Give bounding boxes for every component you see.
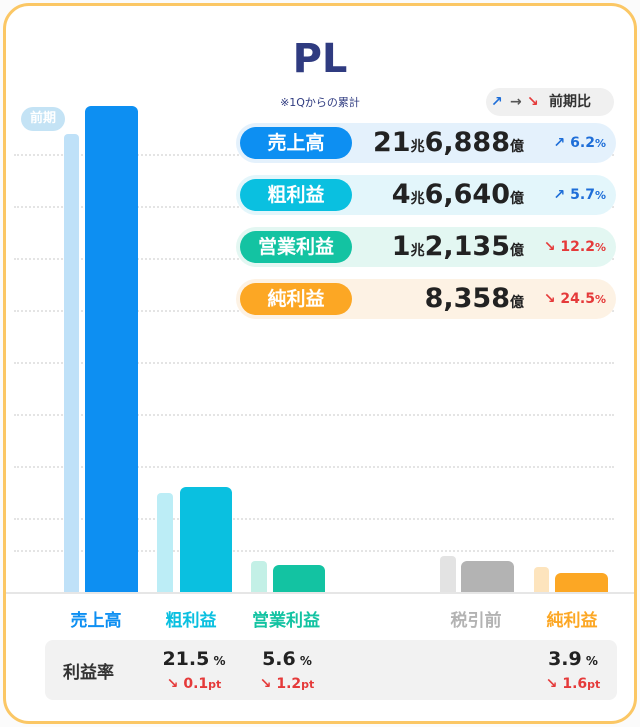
bar-prev-operating — [251, 561, 267, 592]
chart-subtitle: ※1Qからの累計 — [280, 96, 360, 109]
legend-label: 前期比 — [549, 94, 591, 110]
previous-period-badge: 前期 — [21, 107, 65, 131]
value-number: 4 — [391, 179, 411, 210]
value-number: 2,135 — [424, 231, 510, 262]
grid-line — [14, 362, 614, 364]
change-value: 12.2 — [560, 239, 595, 255]
change-unit: % — [594, 241, 606, 254]
yoy-change: ↘ 24.5% — [544, 279, 606, 320]
value-unit: 億 — [510, 191, 524, 207]
change-unit: pt — [587, 678, 601, 691]
bar-prev-gross — [157, 493, 173, 592]
bar-prev-sales — [64, 133, 79, 592]
arrow-right-icon: → — [510, 94, 522, 110]
trend-down-icon: ↘ — [166, 676, 184, 692]
value-number: 8,358 — [424, 283, 510, 314]
margin-change: ↘ 0.1pt — [149, 676, 239, 692]
metric-value: 4兆6,640億 — [392, 175, 524, 215]
summary-row-net: 純利益 8,358億 ↘ 24.5% — [236, 279, 616, 319]
margin-unit: % — [209, 654, 226, 668]
pl-card: PL ※1Qからの累計 前期 ↗ → ↘ 前期比 売上高 21兆6,888億 ↗ 6… — [3, 3, 637, 724]
summary-row-gross: 粗利益 4兆6,640億 ↗ 5.7% — [236, 175, 616, 215]
category-label: 税引前 — [450, 611, 502, 631]
margin-unit: % — [581, 654, 598, 668]
change-unit: pt — [208, 678, 222, 691]
margin-value: 21.5 % — [149, 648, 239, 670]
metric-label: 純利益 — [240, 283, 352, 315]
value-unit: 億 — [510, 243, 524, 259]
margin-number: 3.9 — [548, 648, 582, 670]
change-value: 6.2 — [570, 135, 595, 151]
metric-label: 粗利益 — [240, 179, 352, 211]
metric-value: 8,358億 — [425, 279, 524, 319]
yoy-change: ↗ 6.2% — [554, 123, 606, 164]
bar-current-pretax — [461, 560, 514, 592]
legend: ↗ → ↘ 前期比 — [486, 88, 614, 116]
value-unit: 兆 — [410, 243, 425, 259]
metric-value: 21兆6,888億 — [373, 123, 524, 163]
category-label: 純利益 — [546, 611, 598, 631]
metric-label: 営業利益 — [240, 231, 352, 263]
bar-current-sales — [85, 106, 138, 592]
margin-change: ↘ 1.6pt — [528, 676, 618, 692]
margin-value: 5.6 % — [242, 648, 332, 670]
change-unit: % — [594, 137, 606, 150]
bar-current-operating — [273, 564, 325, 592]
value-number: 21 — [373, 127, 411, 158]
value-number: 6,640 — [424, 179, 510, 210]
metric-label: 売上高 — [240, 127, 352, 159]
value-unit: 兆 — [410, 139, 425, 155]
bar-prev-net — [534, 567, 549, 592]
margin-change: ↘ 1.2pt — [242, 676, 332, 692]
bar-current-gross — [180, 487, 232, 592]
grid-line — [14, 466, 614, 468]
change-value: 1.2 — [276, 676, 302, 692]
change-value: 24.5 — [560, 291, 595, 307]
grid-line — [14, 550, 614, 552]
change-unit: % — [594, 293, 606, 306]
grid-line — [14, 518, 614, 520]
trend-down-icon: ↘ — [543, 239, 561, 255]
change-value: 5.7 — [570, 187, 595, 203]
trend-up-icon: ↗ — [491, 94, 503, 110]
value-unit: 億 — [510, 139, 524, 155]
margin-unit: % — [295, 654, 312, 668]
yoy-change: ↗ 5.7% — [554, 175, 606, 216]
category-label: 営業利益 — [252, 611, 320, 631]
grid-line — [14, 414, 614, 416]
profit-margin-label: 利益率 — [63, 663, 114, 683]
trend-down-icon: ↘ — [543, 291, 561, 307]
category-label: 粗利益 — [165, 611, 217, 631]
trend-up-icon: ↗ — [553, 187, 571, 203]
value-unit: 億 — [510, 295, 524, 311]
axis-baseline — [6, 592, 634, 594]
trend-down-icon: ↘ — [545, 676, 563, 692]
margin-number: 21.5 — [162, 648, 210, 670]
summary-row-operating: 営業利益 1兆2,135億 ↘ 12.2% — [236, 227, 616, 267]
profit-margin-box: 利益率 21.5 % ↘ 0.1pt 5.6 % ↘ 1.2pt 3.9 % ↘ 1.6p… — [45, 640, 617, 700]
category-label: 売上高 — [70, 611, 122, 631]
value-number: 6,888 — [424, 127, 510, 158]
trend-up-icon: ↗ — [553, 135, 571, 151]
margin-value: 3.9 % — [528, 648, 618, 670]
trend-down-icon: ↘ — [527, 94, 539, 110]
change-value: 0.1 — [183, 676, 209, 692]
margin-number: 5.6 — [262, 648, 296, 670]
bar-current-net — [555, 573, 608, 592]
change-value: 1.6 — [562, 676, 588, 692]
chart-title: PL — [292, 36, 348, 82]
change-unit: % — [594, 189, 606, 202]
yoy-change: ↘ 12.2% — [544, 227, 606, 268]
value-number: 1 — [391, 231, 411, 262]
metric-value: 1兆2,135億 — [392, 227, 524, 267]
summary-row-sales: 売上高 21兆6,888億 ↗ 6.2% — [236, 123, 616, 163]
trend-down-icon: ↘ — [259, 676, 277, 692]
bar-prev-pretax — [440, 556, 456, 592]
change-unit: pt — [301, 678, 315, 691]
value-unit: 兆 — [410, 191, 425, 207]
